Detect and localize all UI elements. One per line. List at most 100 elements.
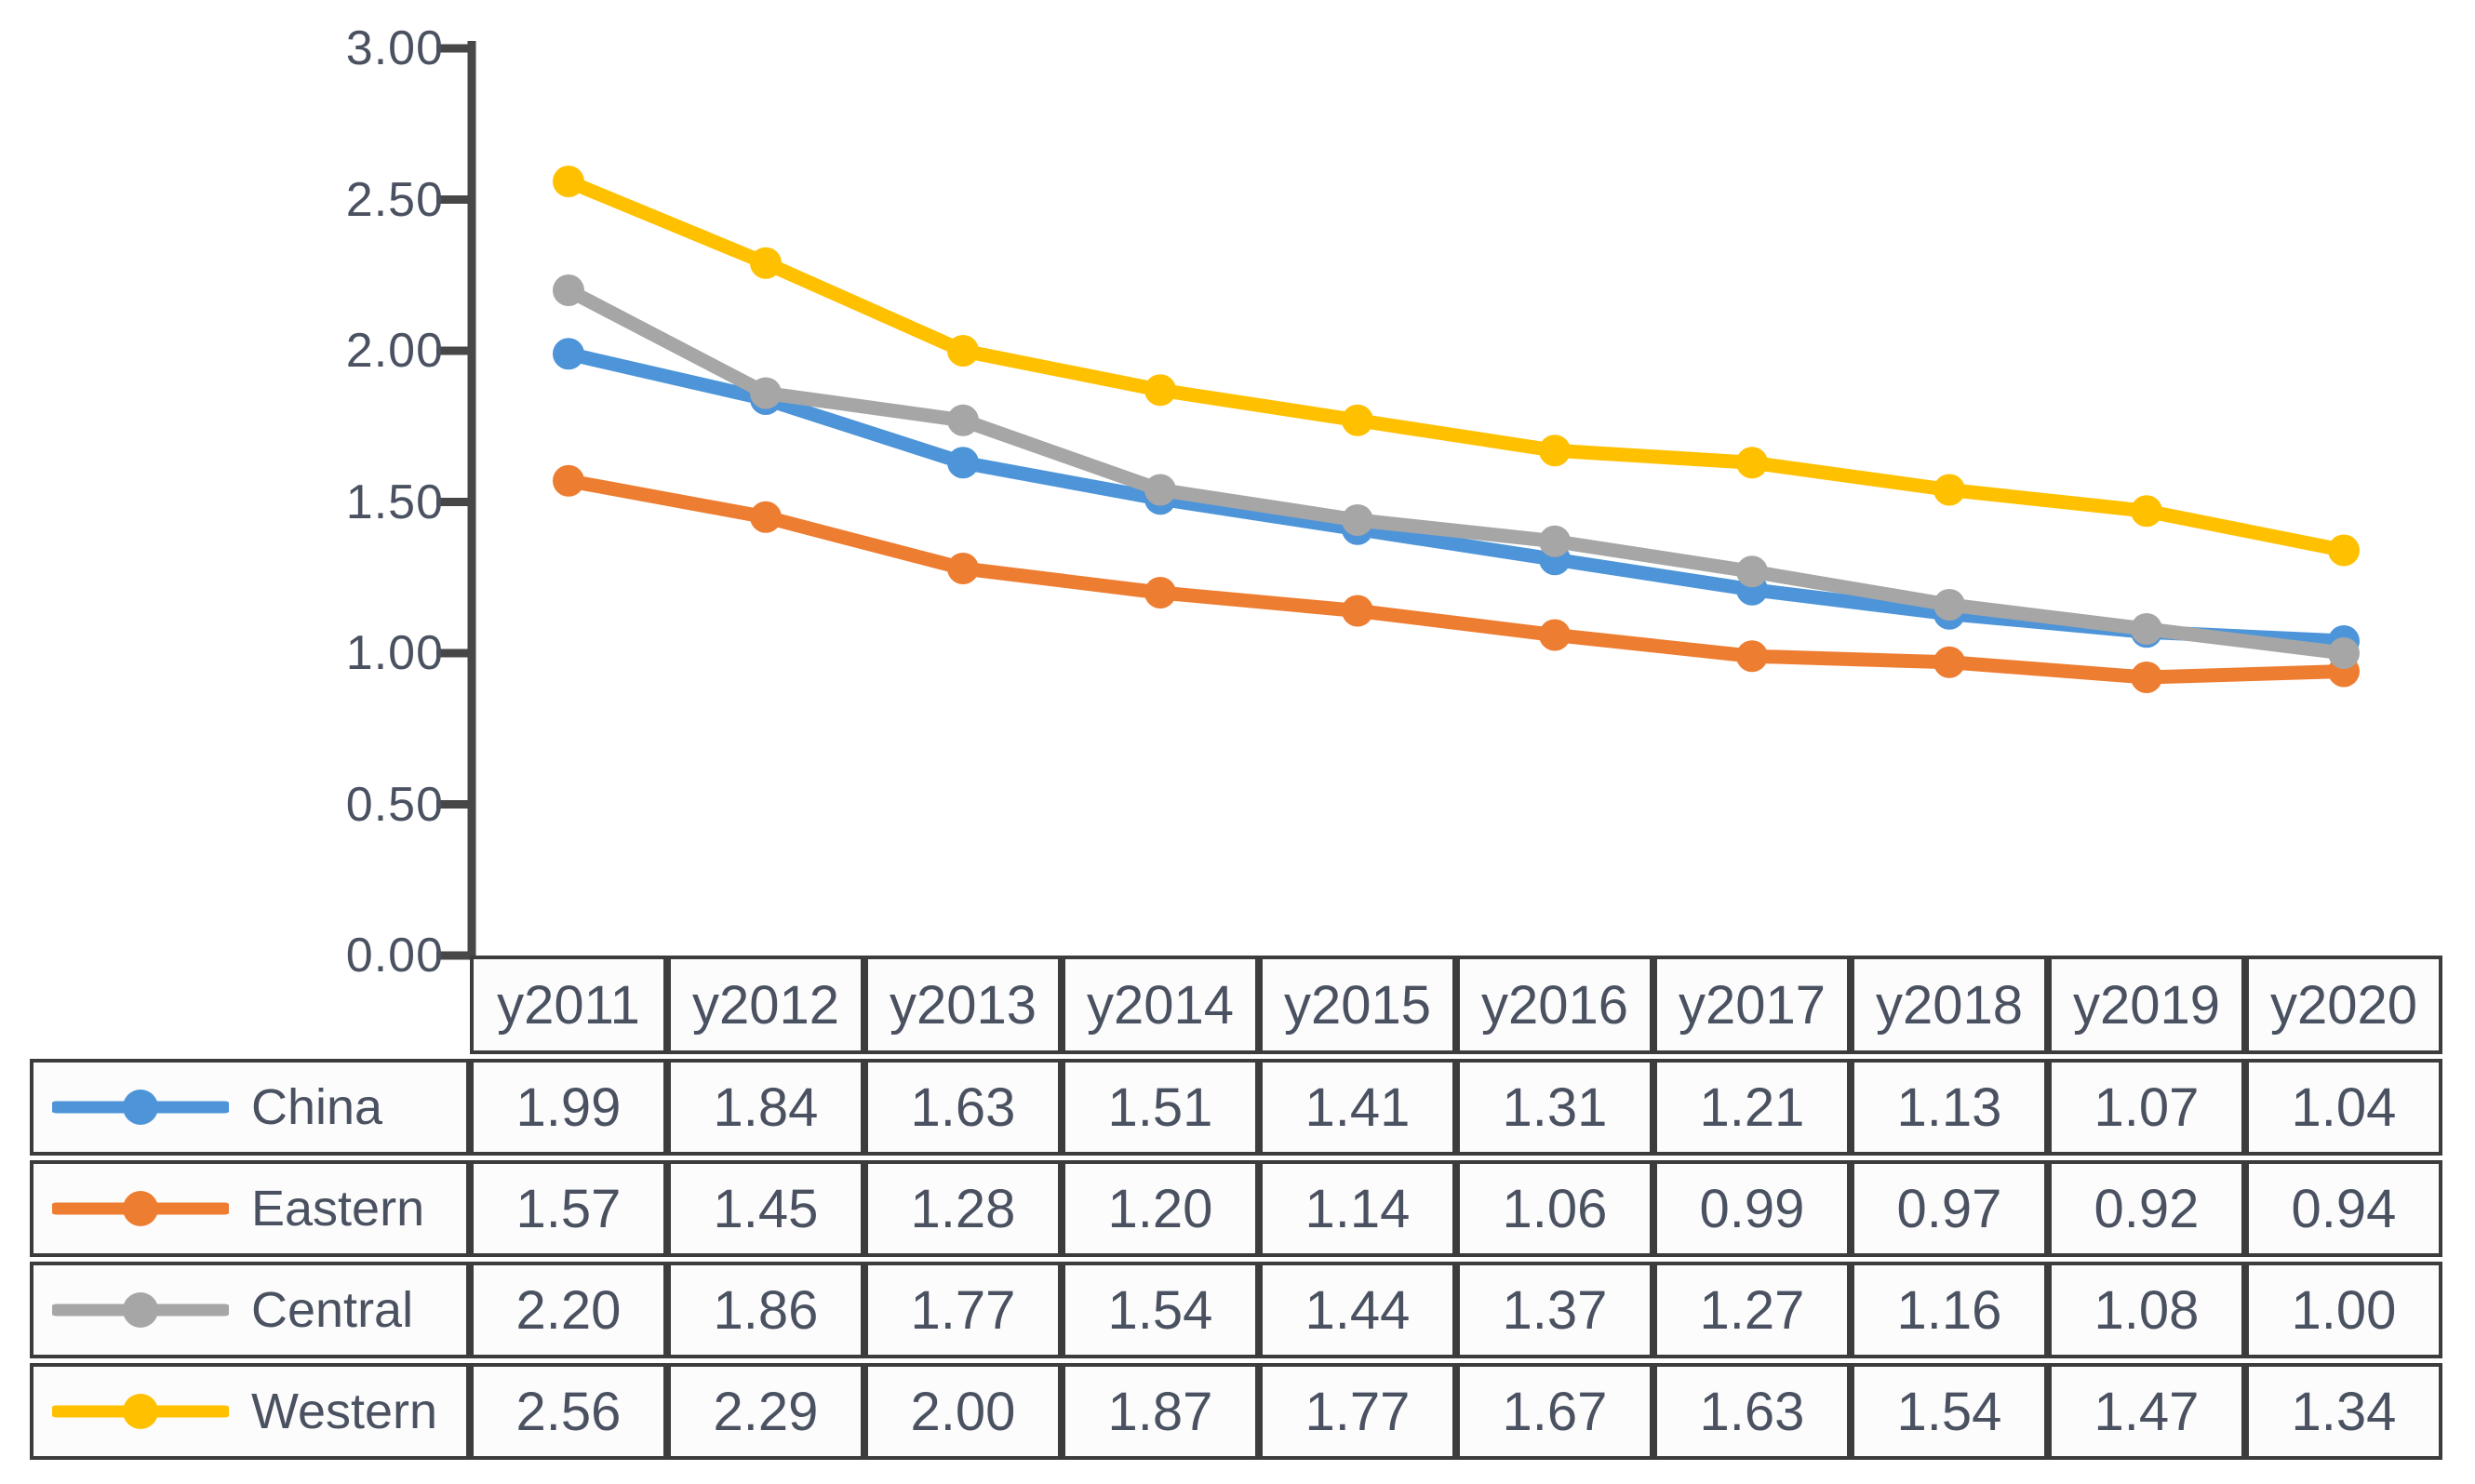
data-point-marker-eastern [553, 464, 584, 497]
value-cell-central: 1.08 [2048, 1262, 2245, 1358]
legend-cell-eastern: Eastern [30, 1160, 470, 1257]
value-cell-eastern: 0.97 [1851, 1160, 2048, 1257]
data-point-marker-eastern [947, 553, 979, 584]
value-cell-central: 1.44 [1259, 1262, 1456, 1358]
data-point-marker-central [1539, 525, 1571, 557]
value-cell-china: 1.51 [1062, 1059, 1259, 1156]
value-cell-western: 2.00 [864, 1363, 1062, 1460]
value-cell-western: 1.63 [1653, 1363, 1851, 1460]
value-cell-western: 2.56 [470, 1363, 667, 1460]
data-point-marker-central [2131, 613, 2162, 645]
data-point-marker-western [553, 166, 584, 197]
series-legend-line-icon [52, 1394, 229, 1429]
value-cell-china: 1.07 [2048, 1059, 2245, 1156]
legend-cell-western: Western [30, 1363, 470, 1460]
year-header-cell: y2018 [1851, 956, 2048, 1054]
year-header-cell: y2020 [2245, 956, 2442, 1054]
series-line-eastern [561, 474, 2351, 685]
series-legend-line-icon [52, 1292, 229, 1328]
value-cell-central: 1.86 [667, 1262, 864, 1358]
data-point-marker-china [947, 447, 979, 479]
value-cell-china: 1.84 [667, 1059, 864, 1156]
data-point-marker-eastern [1736, 640, 1768, 673]
data-point-marker-china [553, 338, 584, 370]
year-header-cell: y2017 [1653, 956, 1851, 1054]
value-cell-central: 1.00 [2245, 1262, 2442, 1358]
data-point-marker-central [1933, 589, 1965, 621]
value-cell-eastern: 1.57 [470, 1160, 667, 1257]
data-point-marker-eastern [1539, 619, 1571, 651]
data-point-marker-eastern [1144, 577, 1176, 608]
value-cell-eastern: 1.14 [1259, 1160, 1456, 1257]
value-cell-central: 1.37 [1456, 1262, 1653, 1358]
data-point-marker-central [750, 377, 782, 409]
value-cell-eastern: 0.94 [2245, 1160, 2442, 1257]
series-name-label: Central [251, 1282, 414, 1338]
value-cell-central: 2.20 [470, 1262, 667, 1358]
data-point-marker-western [1539, 435, 1571, 467]
series-legend-line-icon [52, 1191, 229, 1226]
value-cell-china: 1.31 [1456, 1059, 1653, 1156]
legend-cell-china: China [30, 1059, 470, 1156]
value-cell-western: 1.47 [2048, 1363, 2245, 1460]
data-point-marker-western [947, 335, 979, 367]
value-cell-eastern: 1.28 [864, 1160, 1062, 1257]
value-cell-eastern: 0.92 [2048, 1160, 2245, 1257]
data-point-marker-western [1736, 447, 1768, 479]
data-point-marker-western [2328, 534, 2360, 567]
value-cell-western: 1.67 [1456, 1363, 1653, 1460]
data-point-marker-central [1342, 504, 1373, 536]
blank-corner-cell [30, 956, 470, 1054]
value-cell-central: 1.27 [1653, 1262, 1851, 1358]
value-cell-eastern: 0.99 [1653, 1160, 1851, 1257]
data-point-marker-western [1933, 474, 1965, 506]
year-header-cell: y2013 [864, 956, 1062, 1054]
series-name-label: China [251, 1079, 383, 1135]
value-cell-central: 1.77 [864, 1262, 1062, 1358]
value-cell-western: 1.77 [1259, 1363, 1456, 1460]
data-point-marker-central [947, 404, 979, 436]
value-cell-china: 1.63 [864, 1059, 1062, 1156]
legend-cell-central: Central [30, 1262, 470, 1358]
series-name-label: Western [251, 1384, 438, 1439]
value-cell-china: 1.04 [2245, 1059, 2442, 1156]
data-point-marker-central [553, 274, 584, 306]
data-point-marker-western [2131, 495, 2162, 528]
data-point-marker-central [1144, 474, 1176, 506]
value-cell-china: 1.99 [470, 1059, 667, 1156]
data-point-marker-western [1144, 374, 1176, 407]
data-point-marker-western [750, 247, 782, 279]
value-cell-china: 1.21 [1653, 1059, 1851, 1156]
data-point-marker-central [2328, 637, 2360, 669]
series-legend-line-icon [52, 1090, 229, 1125]
data-point-marker-eastern [1342, 595, 1373, 627]
value-cell-western: 1.34 [2245, 1363, 2442, 1460]
value-cell-western: 1.54 [1851, 1363, 2048, 1460]
value-cell-western: 1.87 [1062, 1363, 1259, 1460]
series-line-western [561, 174, 2351, 557]
data-point-marker-western [1342, 404, 1373, 436]
data-point-marker-eastern [1933, 646, 1965, 678]
year-header-cell: y2016 [1456, 956, 1653, 1054]
data-table: y2011 y2012 y2013 y2014 y2015 y2016 y2017 y2018… [30, 956, 2442, 1460]
series-line-central [561, 283, 2351, 661]
data-point-marker-eastern [2131, 662, 2162, 693]
year-header-cell: y2012 [667, 956, 864, 1054]
data-point-marker-eastern [750, 501, 782, 533]
value-cell-eastern: 1.06 [1456, 1160, 1653, 1257]
year-header-cell: y2015 [1259, 956, 1456, 1054]
value-cell-china: 1.41 [1259, 1059, 1456, 1156]
value-cell-eastern: 1.45 [667, 1160, 864, 1257]
year-header-cell: y2019 [2048, 956, 2245, 1054]
year-header-cell: y2014 [1062, 956, 1259, 1054]
year-header-cell: y2011 [470, 956, 667, 1054]
value-cell-eastern: 1.20 [1062, 1160, 1259, 1257]
series-name-label: Eastern [251, 1181, 425, 1237]
value-cell-central: 1.54 [1062, 1262, 1259, 1358]
value-cell-western: 2.29 [667, 1363, 864, 1460]
value-cell-central: 1.16 [1851, 1262, 2048, 1358]
value-cell-china: 1.13 [1851, 1059, 2048, 1156]
data-point-marker-central [1736, 555, 1768, 588]
